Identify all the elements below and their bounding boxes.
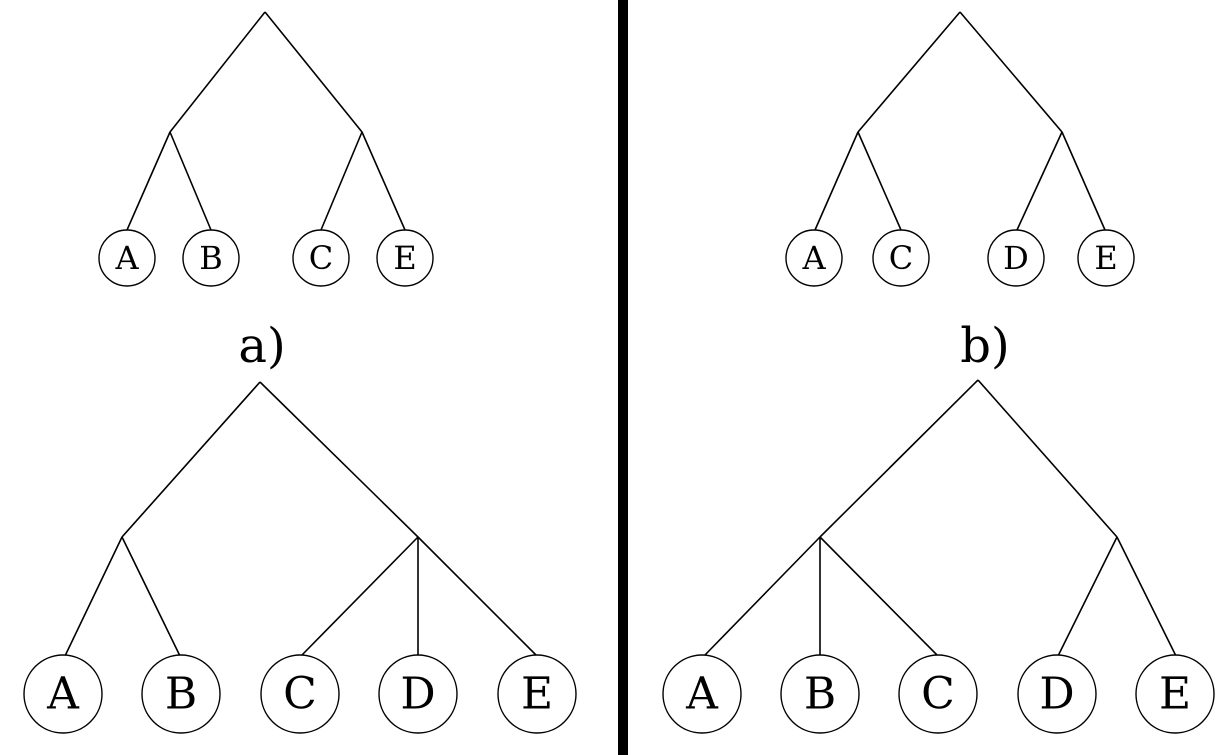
leaf-label: E — [1159, 669, 1191, 720]
panel-label-a: a) — [238, 318, 285, 374]
leaf-label: D — [1003, 239, 1029, 277]
tree-edges — [126, 11, 406, 231]
leaf-label: A — [801, 239, 826, 277]
leaf-label: B — [199, 239, 223, 277]
leaf-node: E — [497, 654, 577, 734]
leaf-label: E — [1094, 239, 1117, 277]
leaf-node: E — [1135, 654, 1215, 734]
leaf-node: B — [182, 229, 240, 287]
leaf-label: C — [921, 669, 955, 720]
panel-b-top-tree: A C D E — [785, 11, 1135, 287]
panel-b-bottom-tree: A B C D E — [662, 379, 1215, 734]
panel-a-bottom-tree: A B C D E — [23, 381, 577, 734]
leaf-label: B — [804, 669, 836, 720]
leaf-label: A — [46, 669, 80, 720]
leaf-node: D — [378, 654, 458, 734]
leaf-node: D — [1017, 654, 1097, 734]
leaf-node: C — [872, 229, 930, 287]
leaf-label: E — [521, 669, 553, 720]
leaf-node: A — [23, 654, 103, 734]
leaf-node: A — [98, 229, 156, 287]
leaf-node: C — [260, 654, 340, 734]
leaf-node: B — [780, 654, 860, 734]
leaf-label: B — [165, 669, 197, 720]
leaf-node: E — [1077, 229, 1135, 287]
leaf-node: A — [662, 654, 742, 734]
leaf-node: C — [292, 229, 350, 287]
leaf-node: B — [141, 654, 221, 734]
panel-label-b: b) — [960, 318, 1009, 374]
leaf-label: E — [393, 239, 416, 277]
leaf-node: A — [785, 229, 843, 287]
leaf-label: C — [309, 239, 333, 277]
leaf-label: A — [114, 239, 139, 277]
tree-edges — [64, 381, 538, 657]
leaf-node: E — [376, 229, 434, 287]
tree-edges — [703, 379, 1177, 657]
leaf-label: D — [1039, 669, 1074, 720]
tree-edges — [814, 11, 1106, 231]
leaf-label: C — [283, 669, 317, 720]
leaf-label: A — [685, 669, 719, 720]
leaf-node: D — [987, 229, 1045, 287]
leaf-label: C — [889, 239, 913, 277]
panel-a-top-tree: A B C E — [98, 11, 434, 287]
leaf-label: D — [400, 669, 435, 720]
leaf-node: C — [898, 654, 978, 734]
panel-divider — [618, 0, 628, 755]
